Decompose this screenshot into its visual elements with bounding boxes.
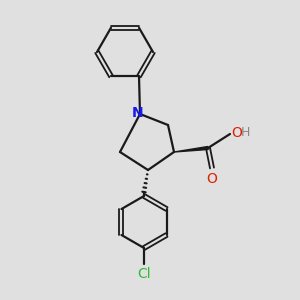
Text: Cl: Cl xyxy=(137,267,151,281)
Polygon shape xyxy=(174,146,208,152)
Text: O: O xyxy=(231,126,242,140)
Text: N: N xyxy=(132,106,144,120)
Text: H: H xyxy=(241,127,250,140)
Text: O: O xyxy=(207,172,218,186)
